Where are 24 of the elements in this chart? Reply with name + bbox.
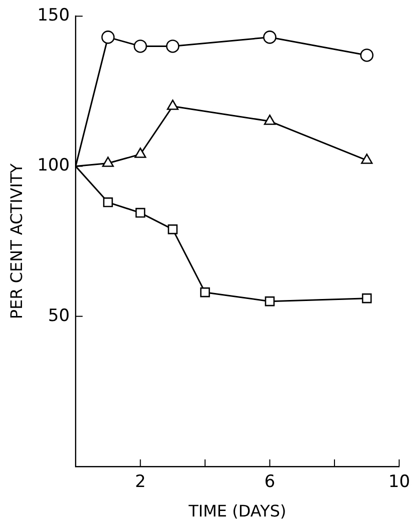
point: [264, 296, 275, 306]
x-axis-title: TIME (DAYS): [188, 502, 286, 521]
point: [166, 100, 179, 110]
point: [102, 156, 114, 167]
x-tick-label: 10: [388, 472, 410, 492]
point: [134, 148, 146, 158]
point: [103, 197, 113, 208]
point: [263, 30, 276, 44]
point: [166, 40, 180, 53]
x-tick-label: 6: [264, 472, 276, 492]
point: [135, 208, 146, 218]
point: [360, 48, 374, 62]
point: [101, 30, 115, 44]
point: [134, 40, 148, 53]
point: [264, 114, 276, 125]
y-tick-label: 100: [37, 156, 70, 176]
point: [362, 293, 372, 304]
y-tick-label: 50: [48, 306, 70, 326]
point: [168, 224, 178, 234]
x-tick-label: 2: [134, 472, 146, 492]
point: [200, 287, 210, 298]
y-tick-label: 150: [37, 6, 70, 26]
point: [360, 154, 373, 164]
y-axis-title: PER CENT ACTIVITY: [6, 163, 26, 320]
